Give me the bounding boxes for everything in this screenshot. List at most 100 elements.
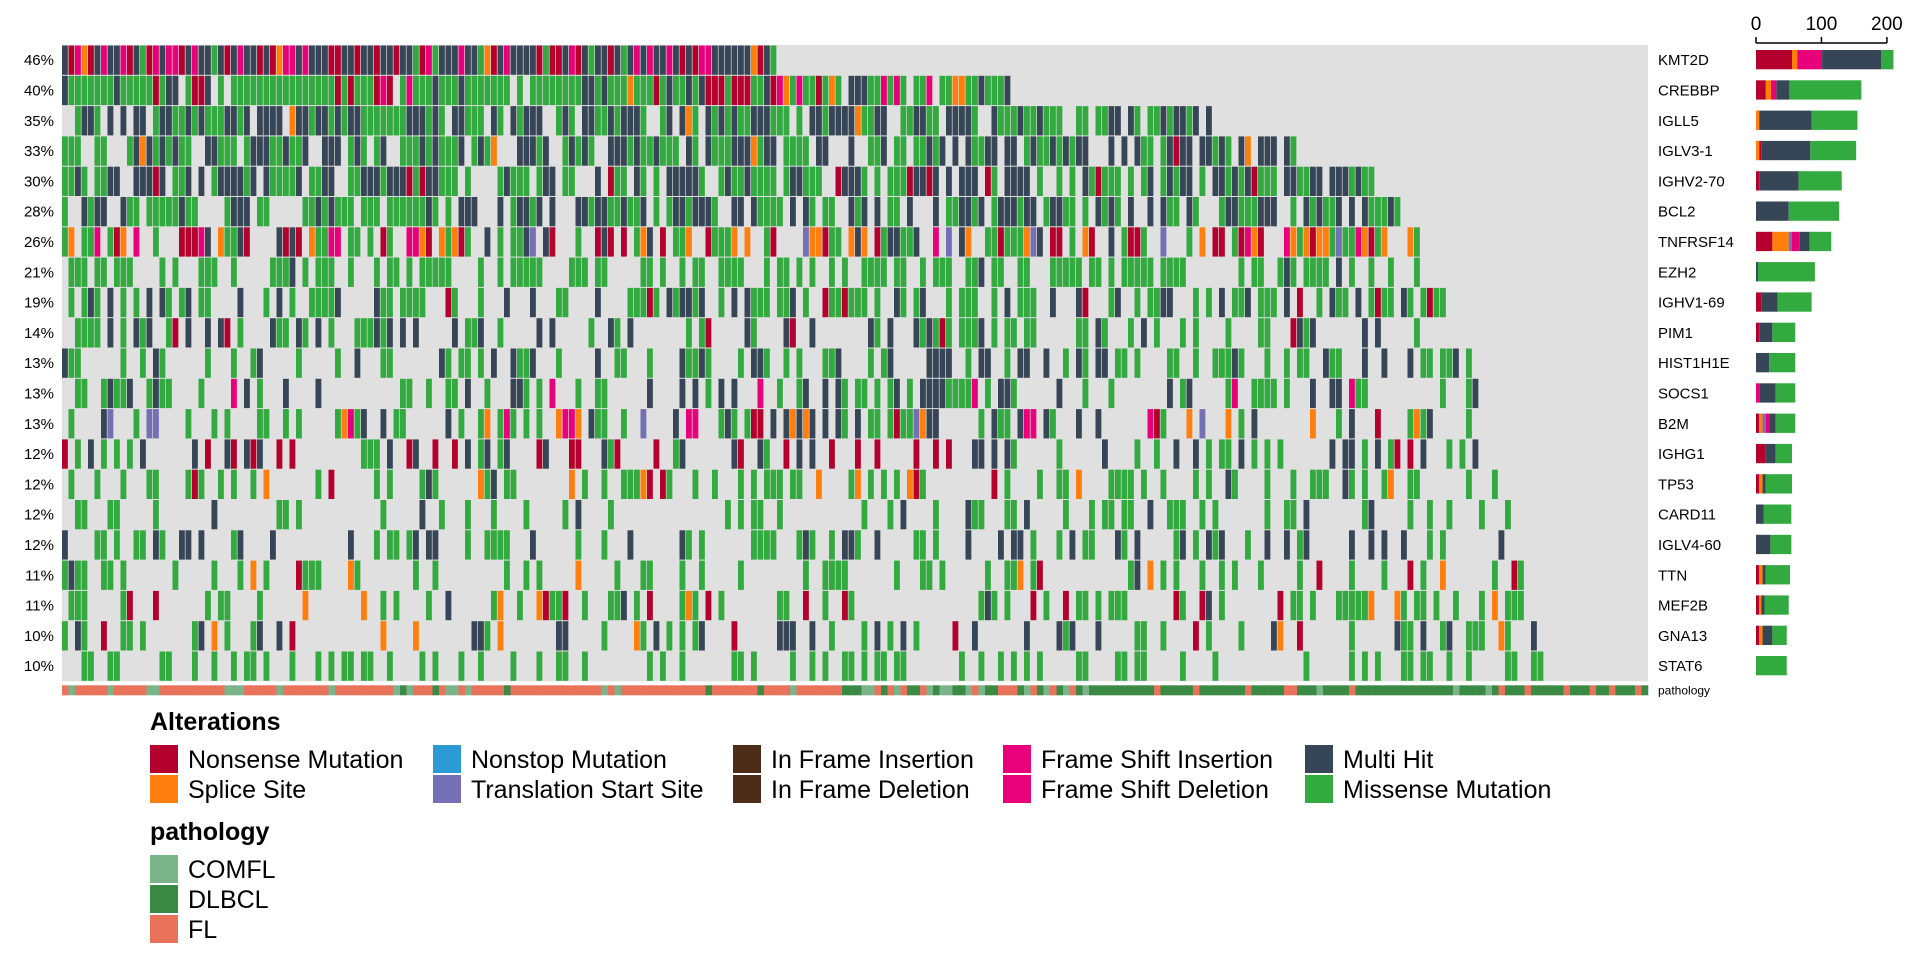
mutation-cell (1011, 318, 1017, 348)
mutation-cell (796, 75, 803, 106)
mutation-cell (309, 227, 315, 257)
mutation-cell (413, 318, 419, 348)
mutation-cell (835, 227, 842, 257)
mutation-cell (1284, 530, 1290, 560)
mutation-cell (75, 106, 81, 136)
mutation-cell (1128, 197, 1134, 227)
mutation-cell (458, 227, 465, 257)
mutation-cell (1362, 227, 1368, 257)
mutation-cell (133, 45, 140, 75)
mutation-cell (777, 257, 783, 287)
mutation-cell (374, 197, 380, 227)
gene-name-label: SOCS1 (1658, 385, 1709, 402)
mutation-cell (1037, 136, 1043, 166)
pathology-cell (1518, 685, 1525, 696)
legend-swatch (1003, 745, 1031, 773)
mutation-cell (159, 530, 166, 560)
pathology-cell (172, 685, 180, 696)
mutation-cell (621, 227, 627, 257)
mutation-cell (1336, 287, 1342, 318)
mutation-cell (146, 409, 153, 439)
mutation-cell (868, 469, 874, 499)
mutation-cell (1030, 409, 1037, 439)
mutation-cell (107, 106, 114, 136)
mutation-cell (634, 166, 640, 196)
mutation-cell (1225, 348, 1232, 378)
mutation-cell (1134, 560, 1141, 590)
mutation-cell (1017, 257, 1024, 287)
mutation-cell (205, 439, 211, 469)
mutation-cell (211, 257, 218, 287)
bar-segment (1776, 80, 1790, 100)
mutation-cell (536, 75, 543, 106)
mutation-cell (478, 45, 484, 75)
mutation-cell (478, 409, 484, 439)
pathology-cell (1167, 685, 1174, 696)
mutation-cell (1173, 257, 1180, 287)
mutation-cell (1349, 530, 1355, 560)
mutation-cell (614, 560, 621, 590)
mutation-cell (627, 197, 634, 227)
mutation-cell (328, 45, 335, 75)
pathology-cell (1505, 685, 1512, 696)
mutation-cell (991, 257, 998, 287)
mutation-cell (946, 106, 952, 136)
mutation-cell (1004, 560, 1011, 590)
mutation-cell (380, 287, 387, 318)
mutation-cell (1238, 439, 1245, 469)
pathology-cell (543, 685, 550, 696)
mutation-cell (478, 439, 484, 469)
mutation-cell (1069, 166, 1076, 196)
mutation-cell (1167, 166, 1173, 196)
mutation-cell (673, 227, 679, 257)
mutation-cell (946, 257, 952, 287)
mutation-cell (257, 136, 263, 166)
mutation-cell (380, 318, 387, 348)
pathology-cell (1258, 685, 1265, 696)
mutation-cell (348, 75, 354, 106)
mutation-cell (1479, 621, 1485, 651)
mutation-cell (1355, 287, 1362, 318)
mutation-cell (770, 45, 777, 75)
mutation-cell (153, 227, 159, 257)
mutation-cell (627, 287, 634, 318)
mutation-cell (445, 197, 452, 227)
mutation-cell (328, 166, 335, 196)
mutation-cell (1102, 166, 1108, 196)
mutation-cell (452, 227, 458, 257)
mutation-cell (393, 530, 400, 560)
mutation-cell (822, 560, 829, 590)
pathology-cell (328, 685, 336, 696)
pathology-cell (1628, 685, 1636, 696)
mutation-cell (244, 106, 250, 136)
mutation-cell (1264, 318, 1271, 348)
mutation-cell (465, 45, 471, 75)
mutation-cell (1368, 166, 1375, 196)
mutation-cell (153, 469, 159, 499)
mutation-cell (1381, 227, 1388, 257)
mutation-cell (1245, 227, 1251, 257)
pathology-cell (1147, 685, 1155, 696)
gene-name-label: CREBBP (1658, 83, 1720, 100)
mutation-cell (666, 45, 673, 75)
mutation-cell (419, 166, 426, 196)
mutation-cell (679, 287, 686, 318)
mutation-cell (861, 75, 868, 106)
mutation-cell (127, 257, 133, 287)
pathology-cell (322, 685, 329, 696)
mutation-cell (88, 651, 94, 681)
mutation-cell (1505, 500, 1511, 530)
mutation-cell (445, 409, 452, 439)
mutation-cell (842, 378, 848, 409)
mutation-cell (94, 136, 101, 166)
mutation-cell (861, 287, 868, 318)
mutation-cell (322, 257, 328, 287)
mutation-cell (153, 197, 159, 227)
mutation-cell (562, 500, 569, 530)
mutation-cell (1011, 136, 1017, 166)
mutation-cell (387, 318, 393, 348)
mutation-cell (133, 530, 140, 560)
mutation-cell (946, 378, 952, 409)
mutation-cell (920, 166, 926, 196)
mutation-cell (1167, 197, 1173, 227)
